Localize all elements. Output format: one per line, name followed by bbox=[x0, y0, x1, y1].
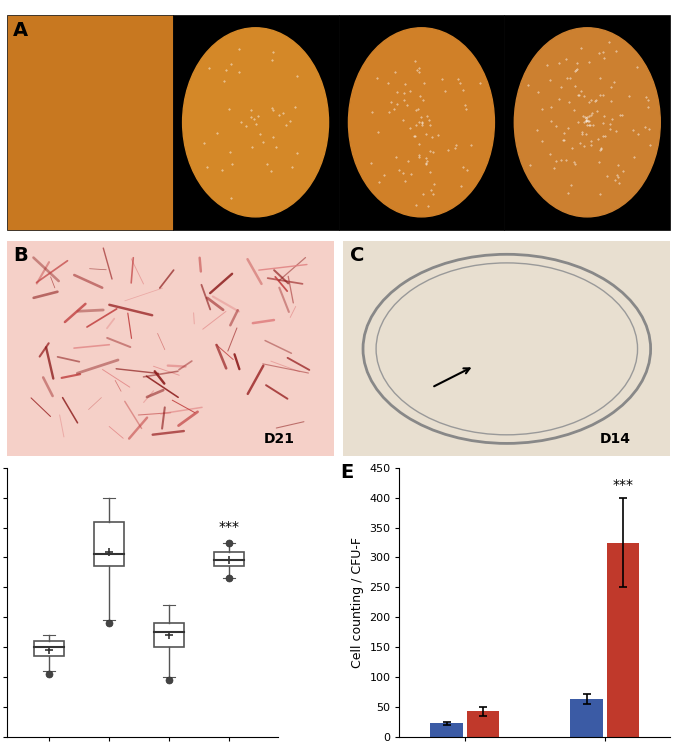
Text: ***: *** bbox=[219, 519, 240, 533]
Text: D21: D21 bbox=[572, 255, 603, 269]
Bar bbox=[94, 522, 124, 566]
Text: E: E bbox=[340, 463, 353, 481]
FancyBboxPatch shape bbox=[7, 241, 334, 456]
FancyBboxPatch shape bbox=[343, 241, 670, 456]
Text: ***: *** bbox=[613, 478, 634, 492]
Text: D7: D7 bbox=[245, 255, 266, 269]
Circle shape bbox=[349, 28, 494, 217]
FancyBboxPatch shape bbox=[338, 15, 504, 230]
Bar bbox=[34, 641, 64, 656]
Text: C: C bbox=[350, 246, 364, 265]
FancyBboxPatch shape bbox=[504, 15, 670, 230]
Text: D14: D14 bbox=[406, 255, 437, 269]
FancyBboxPatch shape bbox=[7, 15, 173, 230]
Text: D0: D0 bbox=[79, 255, 100, 269]
Bar bbox=[431, 723, 463, 737]
Bar bbox=[570, 699, 603, 737]
Text: D21: D21 bbox=[263, 432, 294, 446]
FancyBboxPatch shape bbox=[173, 15, 338, 230]
Bar bbox=[607, 542, 639, 737]
Circle shape bbox=[515, 28, 660, 217]
Circle shape bbox=[183, 28, 328, 217]
Text: B: B bbox=[14, 246, 28, 265]
Y-axis label: Cell counting / CFU-F: Cell counting / CFU-F bbox=[351, 536, 364, 668]
Text: A: A bbox=[14, 22, 28, 40]
Text: D14: D14 bbox=[600, 432, 631, 446]
Bar bbox=[466, 711, 500, 737]
Bar bbox=[154, 623, 184, 647]
Bar bbox=[215, 551, 244, 566]
